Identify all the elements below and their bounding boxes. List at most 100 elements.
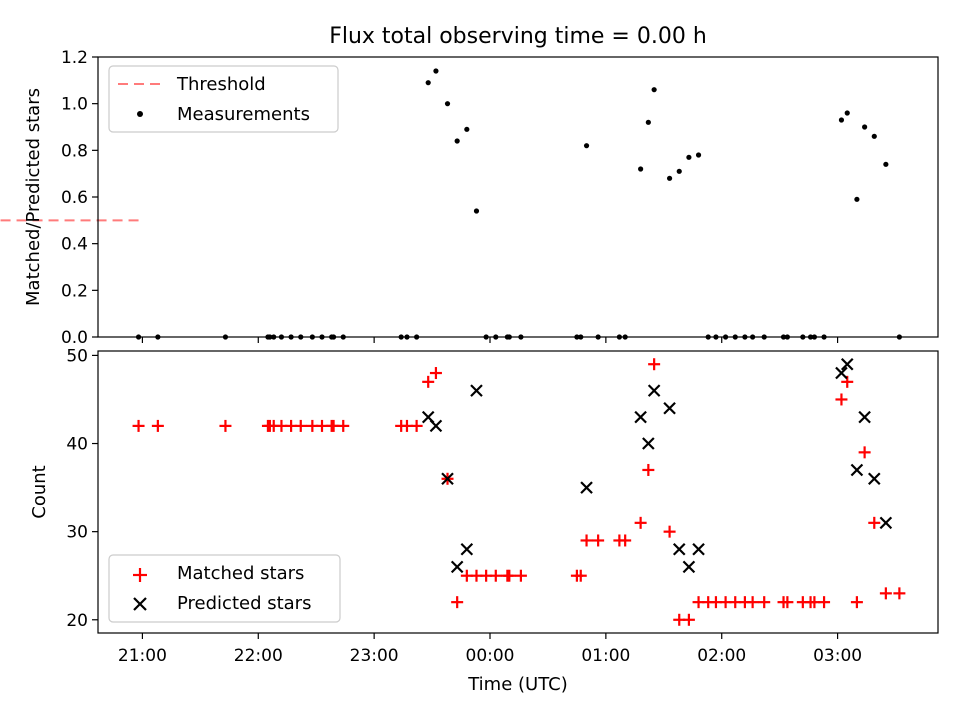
predicted-star-point <box>647 384 661 397</box>
bottom-y-tick-label: 30 <box>66 523 88 543</box>
matched-star-point <box>758 596 771 609</box>
measurement-point <box>425 80 431 86</box>
bottom-y-tick-label: 20 <box>66 611 88 631</box>
predicted-star-point <box>672 543 686 556</box>
legend-predicted-swatch <box>133 597 147 611</box>
bottom-plot-frame <box>97 350 939 634</box>
x-axis-label: Time (UTC) <box>467 674 568 695</box>
top-y-axis-label: Matched/Predicted stars <box>23 88 44 306</box>
matched-star-point <box>781 596 794 609</box>
matched-star-point <box>410 419 423 432</box>
measurement-point <box>883 161 889 167</box>
measurement-point <box>454 138 460 144</box>
bottom-y-tick-label: 50 <box>66 346 88 366</box>
top-y-tick-label: 0.6 <box>61 188 88 208</box>
measurement-point <box>464 126 470 132</box>
top-legend-box <box>108 65 339 133</box>
matched-star-point <box>574 569 587 582</box>
matched-star-point <box>663 525 676 538</box>
matched-star-point <box>592 534 605 547</box>
matched-stars-series <box>132 358 906 626</box>
measurement-point <box>473 208 480 214</box>
matched-star-point <box>580 534 593 547</box>
predicted-star-point <box>858 410 871 424</box>
bottom-legend-box <box>108 554 341 623</box>
measurement-point <box>433 68 439 74</box>
measurement-point <box>666 175 673 181</box>
matched-star-point <box>642 463 655 476</box>
matched-star-point <box>151 419 164 432</box>
predicted-star-point <box>850 463 864 477</box>
predicted-star-point <box>835 366 848 380</box>
x-tick-label: 00:00 <box>466 646 515 666</box>
matched-star-point <box>893 587 906 600</box>
predicted-star-point <box>867 472 881 486</box>
matched-star-point <box>429 367 442 380</box>
matched-star-point <box>489 569 502 582</box>
matched-star-point <box>132 419 145 432</box>
predicted-star-point <box>450 560 464 574</box>
legend-measurements-swatch <box>137 111 143 117</box>
measurement-point <box>862 124 868 130</box>
legend-threshold-label: Threshold <box>176 74 266 95</box>
x-tick-label: 21:00 <box>118 646 167 666</box>
predicted-star-point <box>470 384 483 397</box>
top-legend: Threshold Measurements <box>108 65 339 133</box>
bottom-panel: 20 30 40 50 21:00 22:00 23:00 00:00 01:00 02:00 0… <box>29 346 939 695</box>
top-plot-frame <box>97 56 939 338</box>
measurement-point <box>645 119 651 125</box>
top-y-tick-label: 0.4 <box>61 235 88 255</box>
top-y-tick-label: 1.0 <box>61 95 88 115</box>
figure-title: Flux total observing time = 0.00 h <box>329 24 707 49</box>
x-tick-label: 22:00 <box>234 646 283 666</box>
measurement-point <box>638 166 644 172</box>
matched-star-point <box>634 516 647 529</box>
top-x-ticks <box>141 337 839 343</box>
legend-predicted-label: Predicted stars <box>177 593 311 614</box>
measurement-point <box>583 143 590 149</box>
matched-star-point <box>503 569 516 582</box>
measurement-point <box>871 133 877 139</box>
matched-star-point <box>850 596 863 609</box>
x-tick-label: 02:00 <box>697 646 746 666</box>
legend-matched-label: Matched stars <box>177 563 304 584</box>
measurement-point <box>838 117 845 123</box>
measurement-point <box>844 110 850 116</box>
legend-measurements-label: Measurements <box>177 104 310 125</box>
measurement-point <box>854 196 860 202</box>
predicted-star-point <box>840 357 854 371</box>
predicted-star-point <box>429 419 443 433</box>
matched-star-point <box>337 419 350 432</box>
measurement-point <box>676 168 682 174</box>
matched-star-point <box>648 358 661 371</box>
legend-matched-swatch <box>133 568 147 582</box>
matched-star-point <box>858 446 871 459</box>
top-y-tick-label: 0.8 <box>61 141 88 161</box>
matched-star-point <box>219 419 232 432</box>
bottom-legend: Matched stars Predicted stars <box>108 554 341 623</box>
matched-star-point <box>514 569 527 582</box>
measurement-point <box>651 87 657 93</box>
top-y-ticks: 0.0 0.2 0.4 0.6 0.8 1.0 1.2 <box>61 48 98 348</box>
top-y-tick-label: 1.2 <box>61 48 88 68</box>
matched-star-point <box>879 587 892 600</box>
matched-star-point <box>868 516 881 529</box>
bottom-y-ticks: 20 30 40 50 <box>66 346 98 631</box>
matched-star-point <box>818 596 831 609</box>
measurement-point <box>686 154 692 160</box>
predicted-star-point <box>692 543 705 556</box>
x-tick-label: 03:00 <box>813 646 862 666</box>
x-tick-label: 01:00 <box>581 646 630 666</box>
matched-star-point <box>451 596 464 609</box>
predicted-star-point <box>682 560 696 574</box>
measurement-point <box>444 101 451 107</box>
predicted-star-point <box>634 410 647 424</box>
top-y-tick-label: 0.2 <box>61 281 88 301</box>
predicted-star-point <box>642 437 655 450</box>
matched-star-point <box>746 596 759 609</box>
predicted-stars-series <box>421 357 893 574</box>
measurement-point <box>695 152 702 158</box>
predicted-star-point <box>879 516 893 530</box>
predicted-star-point <box>580 481 593 494</box>
